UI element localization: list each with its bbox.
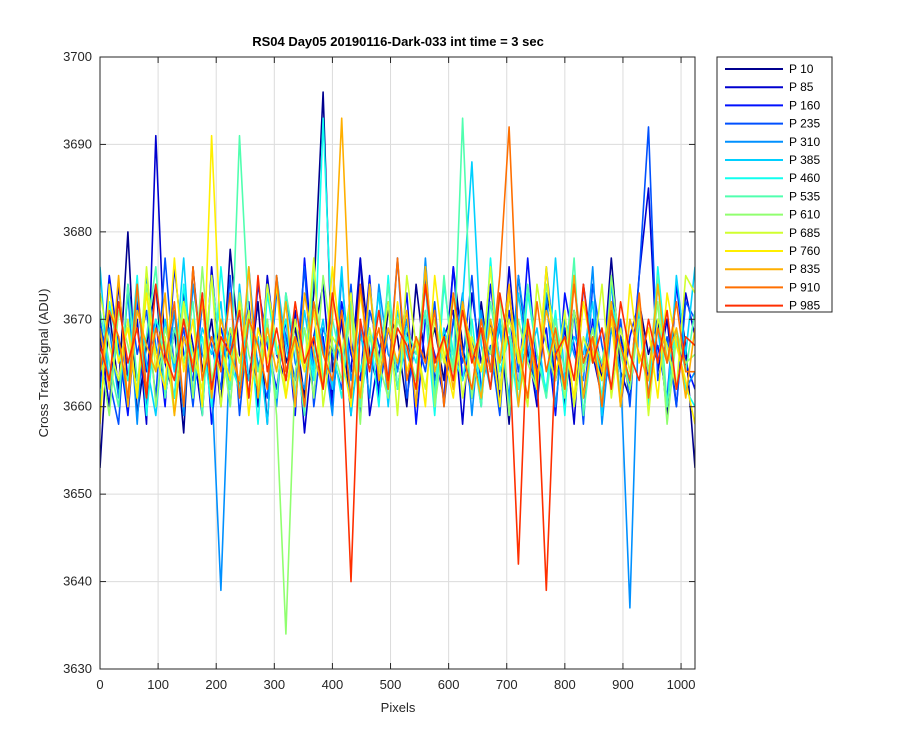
plot-frame [99,56,696,670]
legend-items: P 10 P 85 P 160 P 235 P 310 P 385 P 460 P 535 P … [725,62,820,313]
x-tick-label: 100 [147,677,169,692]
y-tick-label: 3670 [63,311,92,326]
x-tick-label: 700 [496,677,518,692]
legend-label-p910: P 910 [789,280,820,294]
legend-label-p10: P 10 [789,62,814,76]
x-tick-label: 0 [96,677,103,692]
y-tick-label: 3630 [63,661,92,676]
y-tick-label: 3640 [63,574,92,589]
legend-label-p985: P 985 [789,299,820,313]
legend-label-p310: P 310 [789,135,820,149]
legend-label-p460: P 460 [789,171,820,185]
legend-label-p160: P 160 [789,98,820,112]
x-tick-label: 500 [380,677,402,692]
legend-label-p535: P 535 [789,189,820,203]
y-tick-label: 3690 [63,136,92,151]
series-line-p985 [100,274,695,592]
y-axis-ticks: 3630 3640 3650 3660 3670 3680 3690 3700 [63,49,695,676]
series-line-p310 [100,257,695,609]
x-tick-label: 600 [438,677,460,692]
series-line-p910 [100,126,695,408]
x-axis-label: Pixels [381,700,416,715]
x-tick-label: 800 [554,677,576,692]
x-tick-label: 200 [205,677,227,692]
legend-label-p235: P 235 [789,117,820,131]
legend-label-p385: P 385 [789,153,820,167]
x-tick-label: 300 [263,677,285,692]
legend-label-p85: P 85 [789,80,814,94]
y-tick-label: 3660 [63,399,92,414]
x-tick-label: 400 [322,677,344,692]
x-tick-label: 1000 [667,677,696,692]
y-tick-label: 3680 [63,224,92,239]
chart-title: RS04 Day05 20190116-Dark-033 int time = … [252,34,544,49]
legend: P 10 P 85 P 160 P 235 P 310 P 385 P 460 P 535 P … [716,56,833,313]
x-tick-label: 900 [612,677,634,692]
y-axis-label: Cross Track Signal (ADU) [36,289,51,438]
legend-label-p760: P 760 [789,244,820,258]
legend-label-p685: P 685 [789,226,820,240]
x-axis-ticks: 0 100 200 300 400 500 600 700 800 900 1000 [96,57,696,692]
legend-label-p610: P 610 [789,208,820,222]
y-tick-label: 3700 [63,49,92,64]
y-tick-label: 3650 [63,486,92,501]
series-layer [100,91,695,635]
legend-label-p835: P 835 [789,262,820,276]
